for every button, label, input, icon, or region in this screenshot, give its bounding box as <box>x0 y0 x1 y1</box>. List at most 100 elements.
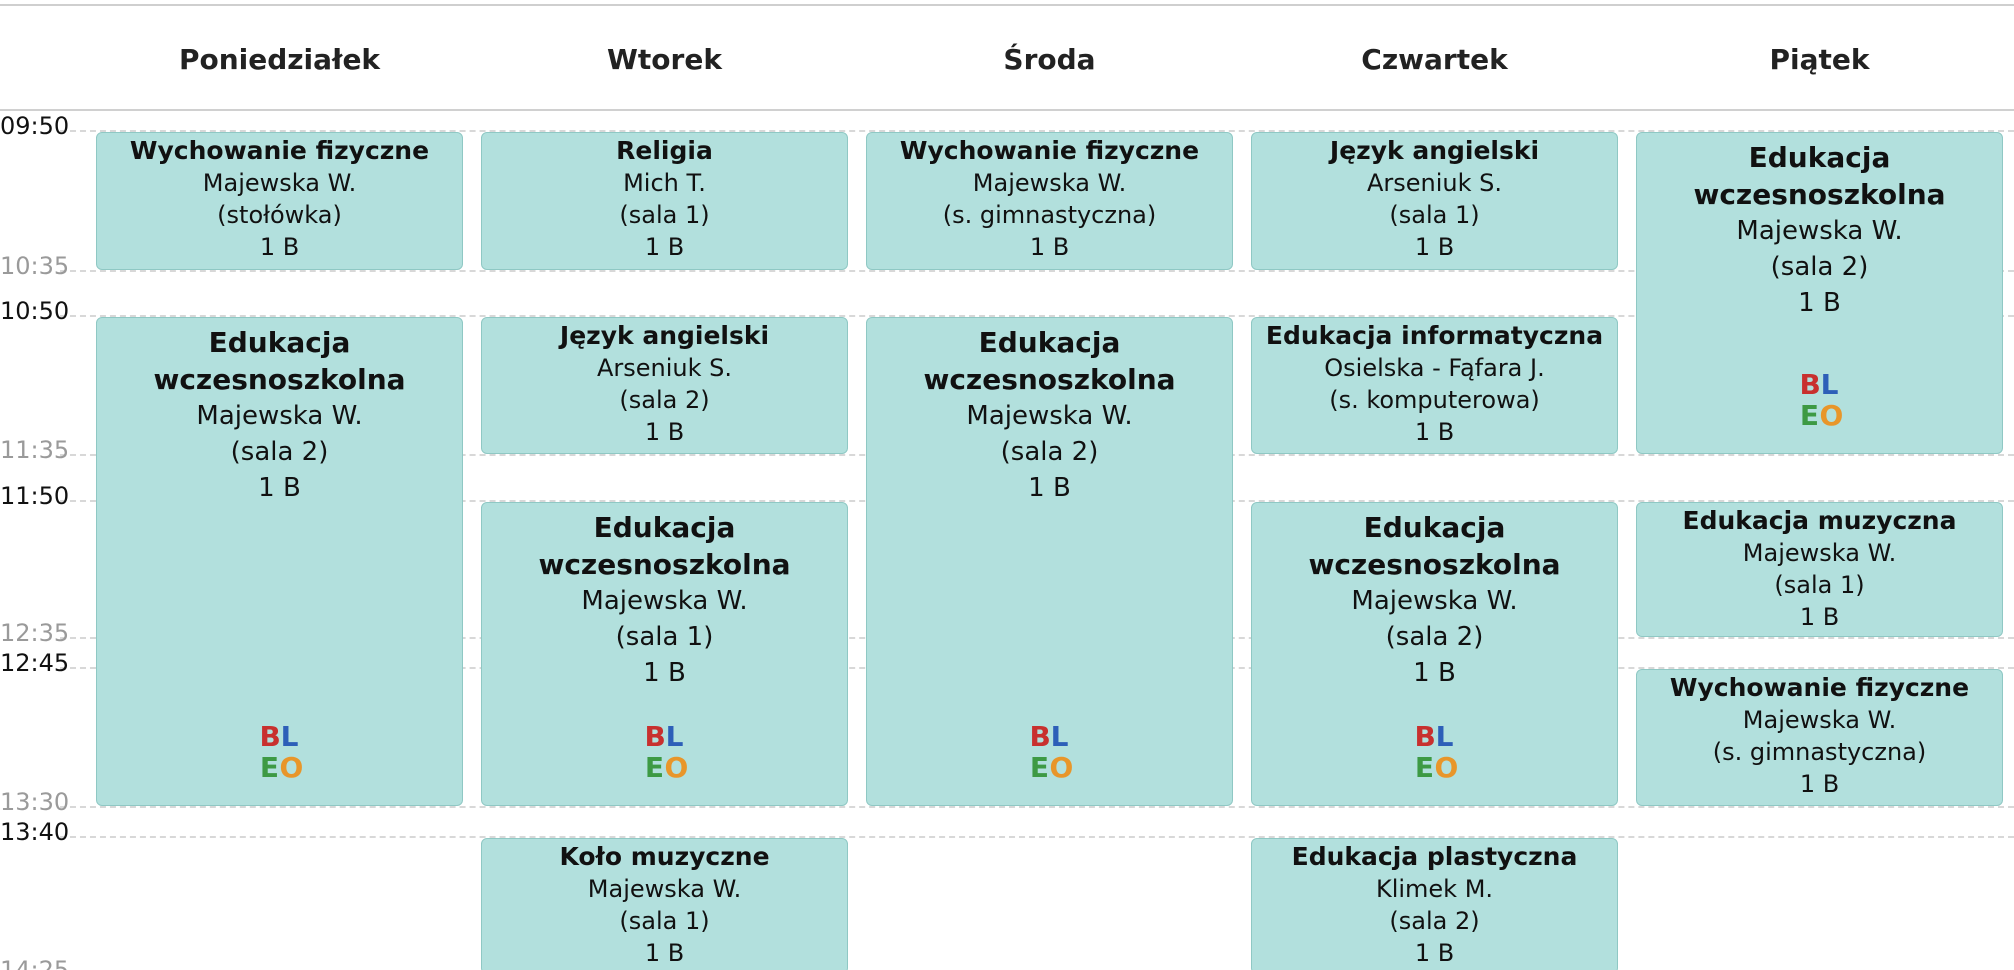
lesson-class: 1 B <box>1798 288 1841 318</box>
lesson-teacher: Majewska W. <box>1742 706 1897 734</box>
lesson-subject: Wychowanie fizyczne <box>899 136 1200 165</box>
lesson-subject: Koło muzyczne <box>559 842 770 871</box>
gridline <box>60 315 2014 317</box>
lesson-class: 1 B <box>643 658 686 688</box>
lesson-card[interactable]: Wychowanie fizyczne Majewska W. (s. gimnas… <box>866 132 1233 270</box>
lesson-room: (sala 2) <box>619 386 710 414</box>
lesson-card[interactable]: Edukacja plastyczna Klimek M. (sala 2) 1 B <box>1251 838 1618 970</box>
lesson-room: (sala 2) <box>230 437 329 467</box>
lesson-card[interactable]: Edukacja wczesnoszkolna Majewska W. (sala … <box>1251 502 1618 806</box>
time-label-start: 09:50 <box>0 112 70 140</box>
lesson-subject: Język angielski <box>559 321 770 350</box>
time-label-end: 13:30 <box>0 788 70 816</box>
lesson-subject: Język angielski <box>1329 136 1540 165</box>
lesson-subject: Edukacja wczesnoszkolna <box>923 326 1176 396</box>
lesson-class: 1 B <box>1028 473 1071 503</box>
lesson-room: (s. gimnastyczna) <box>1712 738 1927 766</box>
lesson-subject: Edukacja wczesnoszkolna <box>153 326 406 396</box>
lesson-card[interactable]: Wychowanie fizyczne Majewska W. (stołówka)… <box>96 132 463 270</box>
lesson-teacher: Majewska W. <box>1736 216 1903 246</box>
lesson-teacher: Majewska W. <box>972 169 1127 197</box>
time-label-start: 11:50 <box>0 482 70 510</box>
lesson-card[interactable]: Edukacja wczesnoszkolna Majewska W. (sala … <box>866 317 1233 806</box>
lesson-card[interactable]: Edukacja muzyczna Majewska W. (sala 1) 1 B <box>1636 502 2003 637</box>
gridline <box>60 270 2014 272</box>
lesson-teacher: Majewska W. <box>196 401 363 431</box>
lesson-room: (sala 2) <box>1389 907 1480 935</box>
lesson-class: 1 B <box>1799 603 1840 631</box>
day-header-1: Poniedziałek <box>178 43 381 76</box>
lesson-class: 1 B <box>644 233 685 261</box>
lesson-card[interactable]: Wychowanie fizyczne Majewska W. (s. gimnas… <box>1636 669 2003 806</box>
lesson-subject: Edukacja wczesnoszkolna <box>538 511 791 581</box>
lesson-room: (sala 2) <box>1385 622 1484 652</box>
day-header-4: Czwartek <box>1361 43 1508 76</box>
lesson-teacher: Mich T. <box>623 169 706 197</box>
lesson-room: (sala 1) <box>619 201 710 229</box>
lesson-room: (sala 1) <box>615 622 714 652</box>
lesson-teacher: Klimek M. <box>1375 875 1494 903</box>
lesson-class: 1 B <box>644 939 685 967</box>
time-label-end: 14:25 <box>0 956 70 970</box>
lesson-class: 1 B <box>258 473 301 503</box>
lesson-card[interactable]: Edukacja informatyczna Osielska - Fąfara … <box>1251 317 1618 454</box>
lesson-class: 1 B <box>644 418 685 446</box>
lesson-teacher: Majewska W. <box>966 401 1133 431</box>
lesson-room: (s. komputerowa) <box>1329 386 1540 414</box>
lesson-class: 1 B <box>259 233 300 261</box>
time-label-start: 10:50 <box>0 297 70 325</box>
lesson-room: (s. gimnastyczna) <box>942 201 1157 229</box>
day-header-2: Wtorek <box>607 43 722 76</box>
lesson-teacher: Majewska W. <box>1742 539 1897 567</box>
top-border <box>0 4 2014 6</box>
lesson-teacher: Arseniuk S. <box>596 354 733 382</box>
lesson-room: (sala 1) <box>619 907 710 935</box>
lesson-teacher: Majewska W. <box>587 875 742 903</box>
lesson-class: 1 B <box>1414 233 1455 261</box>
lesson-room: (sala 1) <box>1774 571 1865 599</box>
lesson-card[interactable]: Edukacja wczesnoszkolna Majewska W. (sala … <box>96 317 463 806</box>
lesson-teacher: Majewska W. <box>1351 586 1518 616</box>
time-label-start: 13:40 <box>0 818 70 846</box>
time-label-start: 12:45 <box>0 649 70 677</box>
lesson-class: 1 B <box>1799 770 1840 798</box>
lesson-card[interactable]: Język angielski Arseniuk S. (sala 2) 1 B <box>481 317 848 454</box>
day-header-3: Środa <box>1003 43 1096 76</box>
lesson-subject: Edukacja wczesnoszkolna <box>1693 141 1946 211</box>
gridline <box>60 130 2014 132</box>
lesson-class: 1 B <box>1414 418 1455 446</box>
lesson-teacher: Osielska - Fąfara J. <box>1324 354 1545 382</box>
time-label-end: 12:35 <box>0 619 70 647</box>
lesson-subject: Edukacja wczesnoszkolna <box>1308 511 1561 581</box>
time-label-end: 11:35 <box>0 436 70 464</box>
gridline <box>60 806 2014 808</box>
header-divider <box>0 109 2014 111</box>
lesson-subject: Edukacja muzyczna <box>1682 506 1957 535</box>
lesson-subject: Edukacja informatyczna <box>1265 321 1604 350</box>
lesson-card[interactable]: Koło muzyczne Majewska W. (sala 1) 1 B <box>481 838 848 970</box>
lesson-room: (sala 2) <box>1770 252 1869 282</box>
lesson-class: 1 B <box>1413 658 1456 688</box>
lesson-class: 1 B <box>1414 939 1455 967</box>
lesson-teacher: Majewska W. <box>581 586 748 616</box>
gridline <box>60 836 2014 838</box>
time-label-end: 10:35 <box>0 252 70 280</box>
day-header-5: Piątek <box>1769 43 1870 76</box>
lesson-card[interactable]: Religia Mich T. (sala 1) 1 B <box>481 132 848 270</box>
lesson-subject: Religia <box>616 136 713 165</box>
lesson-card[interactable]: Język angielski Arseniuk S. (sala 1) 1 B <box>1251 132 1618 270</box>
lesson-card[interactable]: Edukacja wczesnoszkolna Majewska W. (sala … <box>481 502 848 806</box>
lesson-card[interactable]: Edukacja wczesnoszkolna Majewska W. (sala … <box>1636 132 2003 454</box>
lesson-class: 1 B <box>1029 233 1070 261</box>
lesson-subject: Wychowanie fizyczne <box>1669 673 1970 702</box>
lesson-subject: Wychowanie fizyczne <box>129 136 430 165</box>
lesson-room: (sala 2) <box>1000 437 1099 467</box>
lesson-subject: Edukacja plastyczna <box>1291 842 1578 871</box>
lesson-room: (sala 1) <box>1389 201 1480 229</box>
